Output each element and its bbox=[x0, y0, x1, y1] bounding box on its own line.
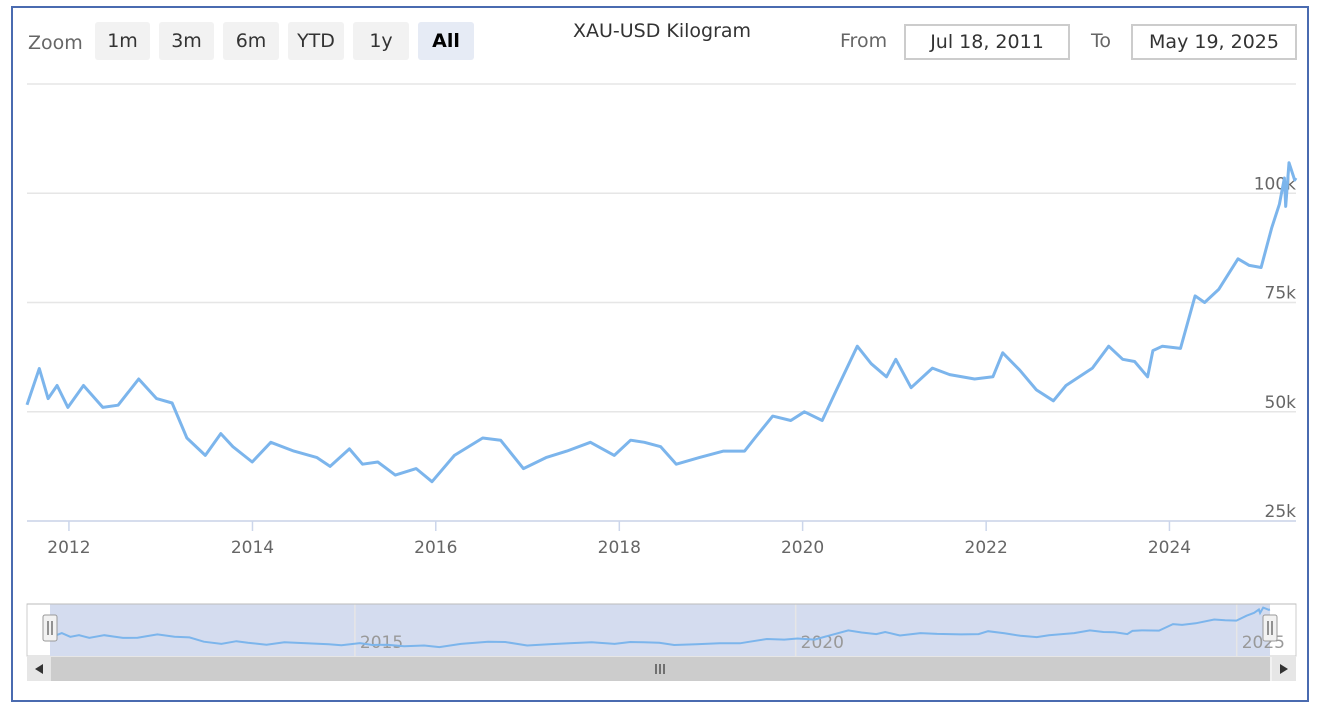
arrow-left-icon bbox=[35, 664, 43, 674]
navigator-tick-label: 2015 bbox=[360, 633, 403, 653]
x-tick-label: 2018 bbox=[598, 538, 641, 558]
zoom-1m-button[interactable]: 1m bbox=[95, 22, 150, 60]
handle-body[interactable] bbox=[1262, 614, 1278, 642]
zoom-1y-button[interactable]: 1y bbox=[353, 22, 409, 60]
zoom-all-button[interactable]: All bbox=[418, 22, 474, 60]
x-tick-label: 2022 bbox=[965, 538, 1008, 558]
series-group bbox=[25, 161, 1298, 484]
grid-lines bbox=[27, 83, 1296, 522]
y-tick-label: 100k bbox=[1254, 174, 1296, 194]
zoom-ytd-button[interactable]: YTD bbox=[288, 22, 344, 60]
series-line bbox=[25, 161, 1298, 484]
x-axis: 2012 2014 2016 2018 2020 2022 2024 bbox=[27, 520, 1296, 558]
navigator-tick-label: 2020 bbox=[801, 633, 844, 653]
y-tick-label: 50k bbox=[1265, 393, 1297, 413]
chart-frame bbox=[11, 6, 1309, 702]
x-tick-label: 2012 bbox=[47, 538, 90, 558]
navigator[interactable]: 2015 2020 2025 bbox=[26, 603, 1297, 657]
y-axis: 25k 50k 75k 100k bbox=[1254, 174, 1296, 522]
chart-title: XAU-USD Kilogram bbox=[0, 20, 1318, 42]
from-date-input[interactable]: Jul 18, 2011 bbox=[904, 24, 1070, 60]
x-tick-label: 2016 bbox=[414, 538, 457, 558]
x-tick-label: 2024 bbox=[1148, 538, 1191, 558]
navigator-selected-range[interactable] bbox=[50, 604, 1270, 656]
navigator-series-line bbox=[49, 606, 1271, 649]
chart-title-text: XAU-USD Kilogram bbox=[572, 20, 752, 42]
to-date-input[interactable]: May 19, 2025 bbox=[1131, 24, 1297, 60]
x-tick-label: 2020 bbox=[781, 538, 824, 558]
zoom-label: Zoom bbox=[28, 32, 83, 54]
scrollbar[interactable] bbox=[27, 657, 1296, 681]
y-tick-label: 25k bbox=[1265, 502, 1297, 522]
navigator-right-handle[interactable] bbox=[1262, 614, 1278, 642]
arrow-right-icon bbox=[1280, 664, 1288, 674]
zoom-6m-button[interactable]: 6m bbox=[223, 22, 279, 60]
navigator-left-handle[interactable] bbox=[42, 614, 58, 642]
to-label: To bbox=[1091, 30, 1112, 52]
handle-body[interactable] bbox=[42, 614, 58, 642]
zoom-3m-button[interactable]: 3m bbox=[159, 22, 214, 60]
from-label: From bbox=[840, 30, 888, 52]
y-tick-label: 75k bbox=[1265, 284, 1297, 304]
x-tick-label: 2014 bbox=[231, 538, 274, 558]
